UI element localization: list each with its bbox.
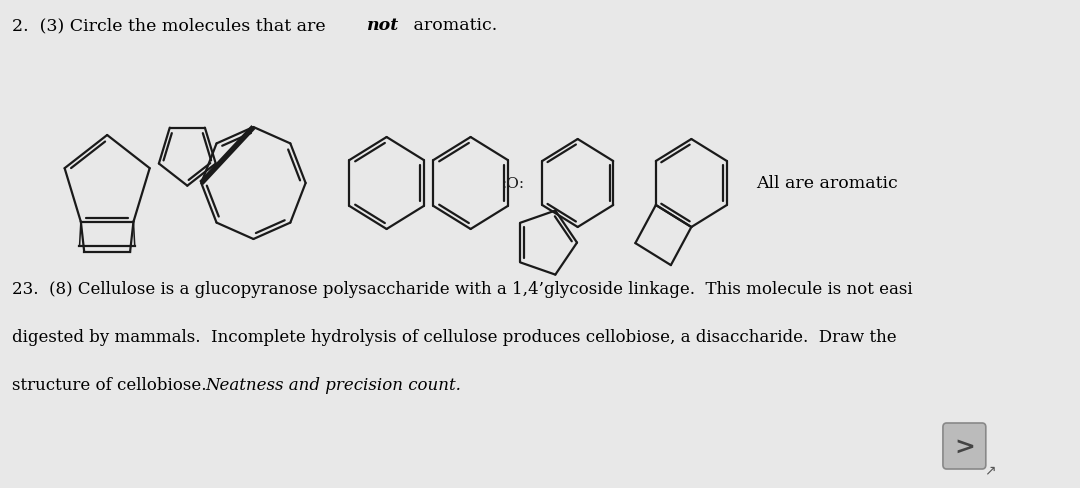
Text: 2.  (3) Circle the molecules that are: 2. (3) Circle the molecules that are (12, 17, 332, 34)
Text: structure of cellobiose.: structure of cellobiose. (12, 376, 217, 393)
Text: >: > (954, 434, 975, 458)
Text: All are aromatic: All are aromatic (757, 175, 899, 192)
Text: not: not (366, 17, 399, 34)
Text: digested by mammals.  Incomplete hydrolysis of cellulose produces cellobiose, a : digested by mammals. Incomplete hydrolys… (12, 328, 896, 346)
Text: Neatness and precision count.: Neatness and precision count. (205, 376, 461, 393)
Text: ↗: ↗ (984, 462, 996, 476)
FancyBboxPatch shape (943, 423, 986, 469)
Text: aromatic.: aromatic. (408, 17, 498, 34)
Text: 23.  (8) Cellulose is a glucopyranose polysaccharide with a 1,4’glycoside linkag: 23. (8) Cellulose is a glucopyranose pol… (12, 281, 913, 297)
Text: :O:: :O: (501, 177, 524, 191)
